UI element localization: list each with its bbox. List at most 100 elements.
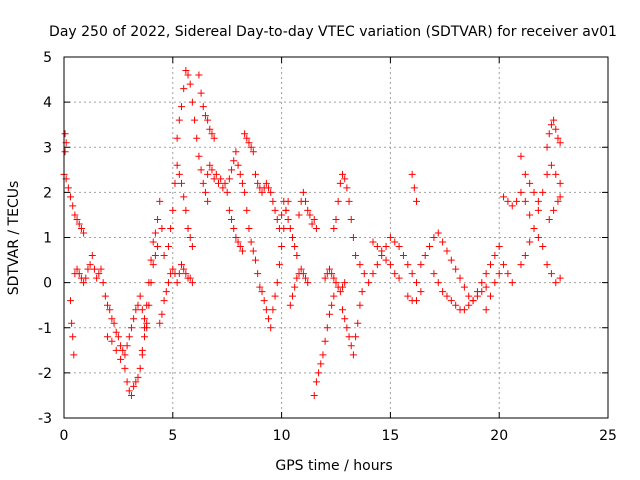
data-point	[465, 292, 473, 300]
data-point	[106, 306, 114, 314]
data-point	[178, 261, 186, 269]
data-point	[360, 270, 368, 278]
data-point	[330, 292, 338, 300]
data-point	[186, 274, 194, 282]
data-point	[247, 143, 255, 151]
data-point	[336, 179, 344, 187]
data-point	[547, 161, 555, 169]
data-point	[539, 243, 547, 251]
data-point	[121, 364, 129, 372]
data-point	[521, 252, 529, 260]
data-point	[330, 274, 338, 282]
data-point	[95, 270, 103, 278]
data-point	[236, 243, 244, 251]
data-point	[369, 238, 377, 246]
data-point	[182, 67, 190, 75]
data-point	[345, 197, 353, 205]
data-point	[356, 261, 364, 269]
x-tick-label: 25	[599, 428, 617, 444]
data-point	[500, 261, 508, 269]
data-point	[434, 279, 442, 287]
data-point	[517, 188, 525, 196]
data-point	[354, 319, 362, 327]
data-point	[386, 234, 394, 241]
data-point	[184, 224, 192, 232]
x-tick-label: 20	[490, 428, 508, 444]
data-point	[341, 279, 349, 287]
data-point	[526, 238, 534, 246]
data-point	[271, 206, 279, 214]
data-point	[147, 256, 155, 264]
data-point	[145, 279, 153, 287]
data-point	[225, 206, 233, 214]
data-point	[325, 310, 333, 318]
x-tick-label: 15	[381, 428, 399, 444]
data-point	[336, 288, 344, 296]
data-point	[421, 252, 429, 260]
data-point	[182, 206, 190, 214]
data-point	[473, 288, 481, 296]
data-point	[508, 202, 516, 210]
data-point	[134, 373, 142, 381]
data-point	[552, 170, 560, 178]
data-point	[197, 166, 205, 174]
data-point	[186, 234, 194, 241]
data-point	[104, 333, 112, 341]
data-point	[341, 175, 349, 183]
data-point	[302, 197, 310, 205]
data-point	[175, 116, 183, 124]
data-point	[70, 351, 78, 359]
data-point	[121, 351, 129, 359]
data-point	[330, 224, 338, 232]
data-point	[143, 319, 151, 327]
data-point	[349, 234, 357, 241]
data-point	[221, 179, 229, 187]
y-tick-label: 3	[43, 140, 52, 156]
data-point	[547, 270, 555, 278]
data-point	[552, 279, 560, 287]
data-point	[158, 310, 166, 318]
data-point	[391, 238, 399, 246]
data-point	[447, 297, 455, 305]
data-point	[138, 346, 146, 354]
grid-lines	[64, 57, 608, 418]
data-point	[112, 346, 120, 354]
data-point	[223, 188, 231, 196]
data-point	[550, 206, 558, 214]
data-point	[149, 261, 157, 269]
data-point	[225, 175, 233, 183]
data-point	[482, 283, 490, 291]
data-point	[69, 333, 77, 341]
data-point	[491, 252, 499, 260]
data-point	[500, 193, 508, 201]
data-point	[164, 279, 172, 287]
data-point	[260, 297, 268, 305]
data-point	[443, 247, 451, 255]
y-tick-label: 0	[43, 276, 52, 292]
data-point	[82, 274, 90, 282]
data-point	[230, 157, 238, 165]
data-point	[75, 220, 83, 228]
y-tick-label: -3	[38, 411, 52, 427]
data-point	[310, 391, 318, 399]
data-point	[539, 188, 547, 196]
data-point	[543, 170, 551, 178]
data-point	[162, 288, 170, 296]
data-point	[369, 270, 377, 278]
data-point	[234, 161, 242, 169]
data-point	[188, 279, 196, 287]
data-point	[238, 247, 246, 255]
data-point	[297, 265, 305, 273]
data-point	[391, 270, 399, 278]
data-point	[373, 261, 381, 269]
data-point	[343, 324, 351, 332]
data-point	[143, 301, 151, 309]
data-point	[543, 261, 551, 269]
data-point	[288, 234, 296, 241]
data-point	[295, 211, 303, 219]
data-point	[245, 224, 253, 232]
data-point	[452, 301, 460, 309]
data-point	[465, 301, 473, 309]
data-point	[178, 179, 186, 187]
data-point	[112, 328, 120, 336]
